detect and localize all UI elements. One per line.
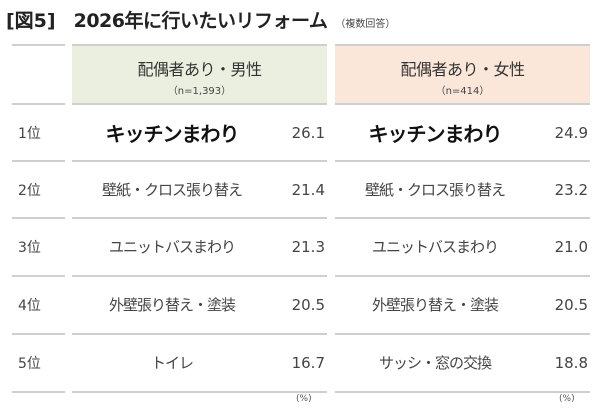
- male-item: 壁紙・クロス張り替え: [101, 181, 243, 199]
- divider: [72, 103, 327, 105]
- unit-label-female: (%): [559, 394, 575, 404]
- male-value: 21.4: [291, 180, 325, 199]
- divider: [12, 217, 65, 219]
- divider: [72, 160, 327, 162]
- divider: [12, 391, 65, 393]
- male-item: トイレ: [150, 354, 194, 372]
- divider: [72, 391, 327, 393]
- female-item: ユニットバスまわり: [371, 238, 499, 256]
- title-text: 2026年に行いたいリフォーム: [73, 10, 328, 32]
- divider: [335, 333, 590, 335]
- divider: [12, 333, 65, 335]
- male-value: 21.3: [291, 237, 325, 256]
- male-value: 26.1: [291, 123, 325, 142]
- male-item: キッチンまわり: [105, 122, 240, 146]
- male-item: ユニットバスまわり: [108, 238, 236, 256]
- divider: [335, 217, 590, 219]
- divider: [72, 44, 327, 46]
- rank-label: 3位: [18, 239, 41, 256]
- divider: [12, 103, 65, 105]
- female-value: 21.0: [554, 237, 588, 256]
- header-male-group: 配偶者あり・男性: [137, 60, 262, 79]
- female-value: 23.2: [554, 180, 588, 199]
- female-item: 壁紙・クロス張り替え: [364, 181, 506, 199]
- title-note: （複数回答）: [335, 19, 396, 30]
- figure-title: [図5] 2026年に行いたいリフォーム （複数回答）: [6, 6, 395, 36]
- female-value: 24.9: [554, 123, 588, 142]
- divider: [335, 275, 590, 277]
- female-item: キッチンまわり: [368, 122, 503, 146]
- figure-label: [図5]: [6, 10, 56, 32]
- rank-label: 4位: [18, 297, 41, 314]
- female-value: 18.8: [554, 353, 588, 372]
- unit-label-male: (%): [296, 394, 312, 404]
- female-value: 20.5: [554, 295, 588, 314]
- rank-label: 1位: [18, 125, 41, 142]
- female-item: サッシ・窓の交換: [378, 354, 492, 372]
- divider: [335, 391, 590, 393]
- header-female-group: 配偶者あり・女性: [400, 60, 525, 79]
- male-value: 20.5: [291, 295, 325, 314]
- divider: [72, 275, 327, 277]
- divider: [12, 275, 65, 277]
- divider: [12, 160, 65, 162]
- male-item: 外壁張り替え・塗装: [108, 296, 236, 314]
- divider: [335, 160, 590, 162]
- divider: [72, 333, 327, 335]
- header-female: 配偶者あり・女性 （n=414）: [335, 46, 590, 103]
- divider: [335, 44, 590, 46]
- header-male-n: （n=1,393）: [167, 86, 232, 97]
- divider: [12, 44, 65, 46]
- rank-label: 2位: [18, 182, 41, 199]
- header-male: 配偶者あり・男性 （n=1,393）: [72, 46, 327, 103]
- male-value: 16.7: [291, 353, 325, 372]
- divider: [335, 103, 590, 105]
- divider: [72, 217, 327, 219]
- rank-label: 5位: [18, 355, 41, 372]
- header-female-n: （n=414）: [435, 86, 490, 97]
- female-item: 外壁張り替え・塗装: [371, 296, 499, 314]
